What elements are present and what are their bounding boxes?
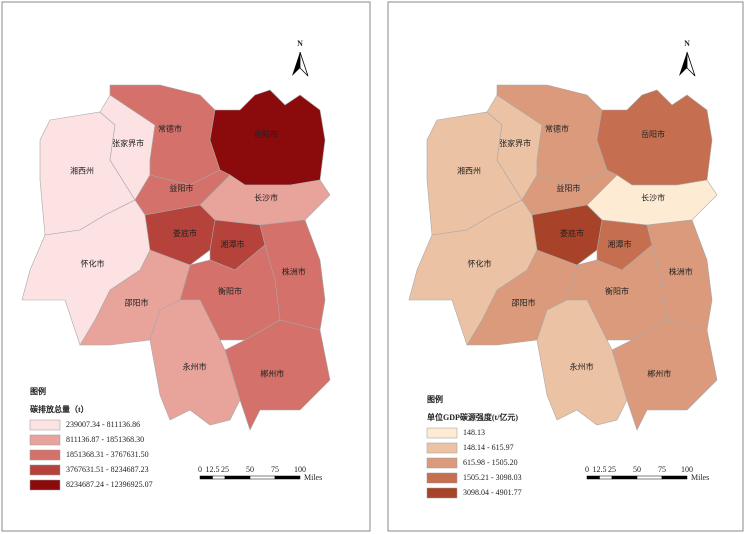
legend-label: 811136.87 - 1851368.30 (66, 435, 144, 444)
region-label: 衡阳市 (218, 286, 242, 296)
region (536, 299, 628, 426)
region-label: 张家界市 (499, 138, 531, 148)
region-label: 湘西州 (70, 166, 94, 176)
scale-label: 12.5 (206, 465, 220, 474)
region (408, 199, 538, 346)
scale-label: 25 (608, 465, 616, 474)
legend-swatch (426, 427, 458, 439)
scale-unit: Miles (304, 473, 322, 482)
north-arrow (292, 52, 300, 76)
scale-label: 100 (294, 465, 306, 474)
scale-bar (586, 475, 600, 480)
scale-bar (249, 475, 276, 480)
scale-label: 12.5 (593, 465, 607, 474)
region-label: 益阳市 (556, 183, 580, 193)
legend-swatch (29, 419, 61, 431)
legend-swatch (426, 487, 458, 499)
scale-bar (636, 475, 663, 480)
scale-label: 75 (271, 465, 279, 474)
region-label: 郴州市 (647, 368, 671, 378)
region-label: 株洲市 (282, 266, 306, 276)
region-label: 湘西州 (457, 166, 481, 176)
legend-swatch (29, 464, 61, 476)
region (611, 319, 718, 431)
scale-bar (661, 475, 688, 480)
legend-swatch (426, 472, 458, 484)
scale-bar (224, 475, 251, 480)
north-label: N (684, 39, 690, 48)
north-arrow (686, 51, 696, 77)
scale-bar (611, 475, 638, 480)
region-label: 娄底市 (173, 228, 197, 238)
scale-bar (599, 475, 613, 480)
scale-bar (199, 475, 213, 480)
legend-label: 239007.34 - 811136.86 (66, 420, 140, 429)
north-arrow (679, 52, 687, 76)
scale-bar (212, 475, 226, 480)
region (224, 319, 331, 431)
legend-label: 148.13 (463, 428, 485, 437)
region-label: 株洲市 (669, 266, 693, 276)
legend-label: 1505.21 - 3098.03 (463, 473, 522, 482)
region-label: 常德市 (158, 123, 182, 133)
region-label: 怀化市 (80, 258, 104, 268)
legend-heading: 图例 (30, 386, 46, 396)
region-label: 怀化市 (467, 258, 491, 268)
region-label: 永州市 (570, 361, 594, 371)
region-label: 娄底市 (560, 228, 584, 238)
legend-label: 148.14 - 615.97 (463, 443, 514, 452)
scale-label: 100 (681, 465, 693, 474)
region-label: 永州市 (183, 361, 207, 371)
legend-title: 碳排放总量（t） (30, 404, 89, 414)
region (21, 199, 151, 346)
region-label: 长沙市 (254, 193, 278, 203)
region-label: 邵阳市 (512, 297, 536, 307)
legend-label: 3098.04 - 4901.77 (463, 488, 522, 497)
region-label: 衡阳市 (605, 286, 629, 296)
legend-label: 1851368.31 - 3767631.50 (66, 450, 149, 459)
region-label: 郴州市 (260, 368, 284, 378)
region-label: 湘潭市 (608, 239, 632, 249)
legend-swatch (29, 479, 61, 491)
scale-label: 50 (633, 465, 641, 474)
scale-unit: Miles (691, 473, 709, 482)
scale-label: 0 (198, 465, 202, 474)
scale-label: 25 (221, 465, 229, 474)
legend-swatch (426, 457, 458, 469)
region-label: 益阳市 (169, 183, 193, 193)
legend-label: 8234687.24 - 12396925.07 (66, 480, 153, 489)
region (149, 299, 241, 426)
legend-title: 单位GDP碳源强度(t/亿元) (427, 412, 518, 422)
legend-label: 3767631.51 - 8234687.23 (66, 465, 149, 474)
scale-bar (274, 475, 301, 480)
legend-swatch (29, 434, 61, 446)
legend-label: 615.98 - 1505.20 (463, 458, 518, 467)
scale-label: 0 (585, 465, 589, 474)
north-arrow (299, 51, 309, 77)
region-label: 常德市 (545, 123, 569, 133)
legend-swatch (29, 449, 61, 461)
region-label: 张家界市 (112, 138, 144, 148)
region-label: 岳阳市 (641, 129, 665, 139)
region-label: 邵阳市 (125, 297, 149, 307)
region-label: 长沙市 (641, 193, 665, 203)
legend-heading: 图例 (427, 394, 443, 404)
scale-label: 50 (246, 465, 254, 474)
legend-swatch (426, 442, 458, 454)
north-label: N (297, 39, 303, 48)
region-label: 岳阳市 (254, 129, 278, 139)
scale-label: 75 (658, 465, 666, 474)
region-label: 湘潭市 (221, 239, 245, 249)
